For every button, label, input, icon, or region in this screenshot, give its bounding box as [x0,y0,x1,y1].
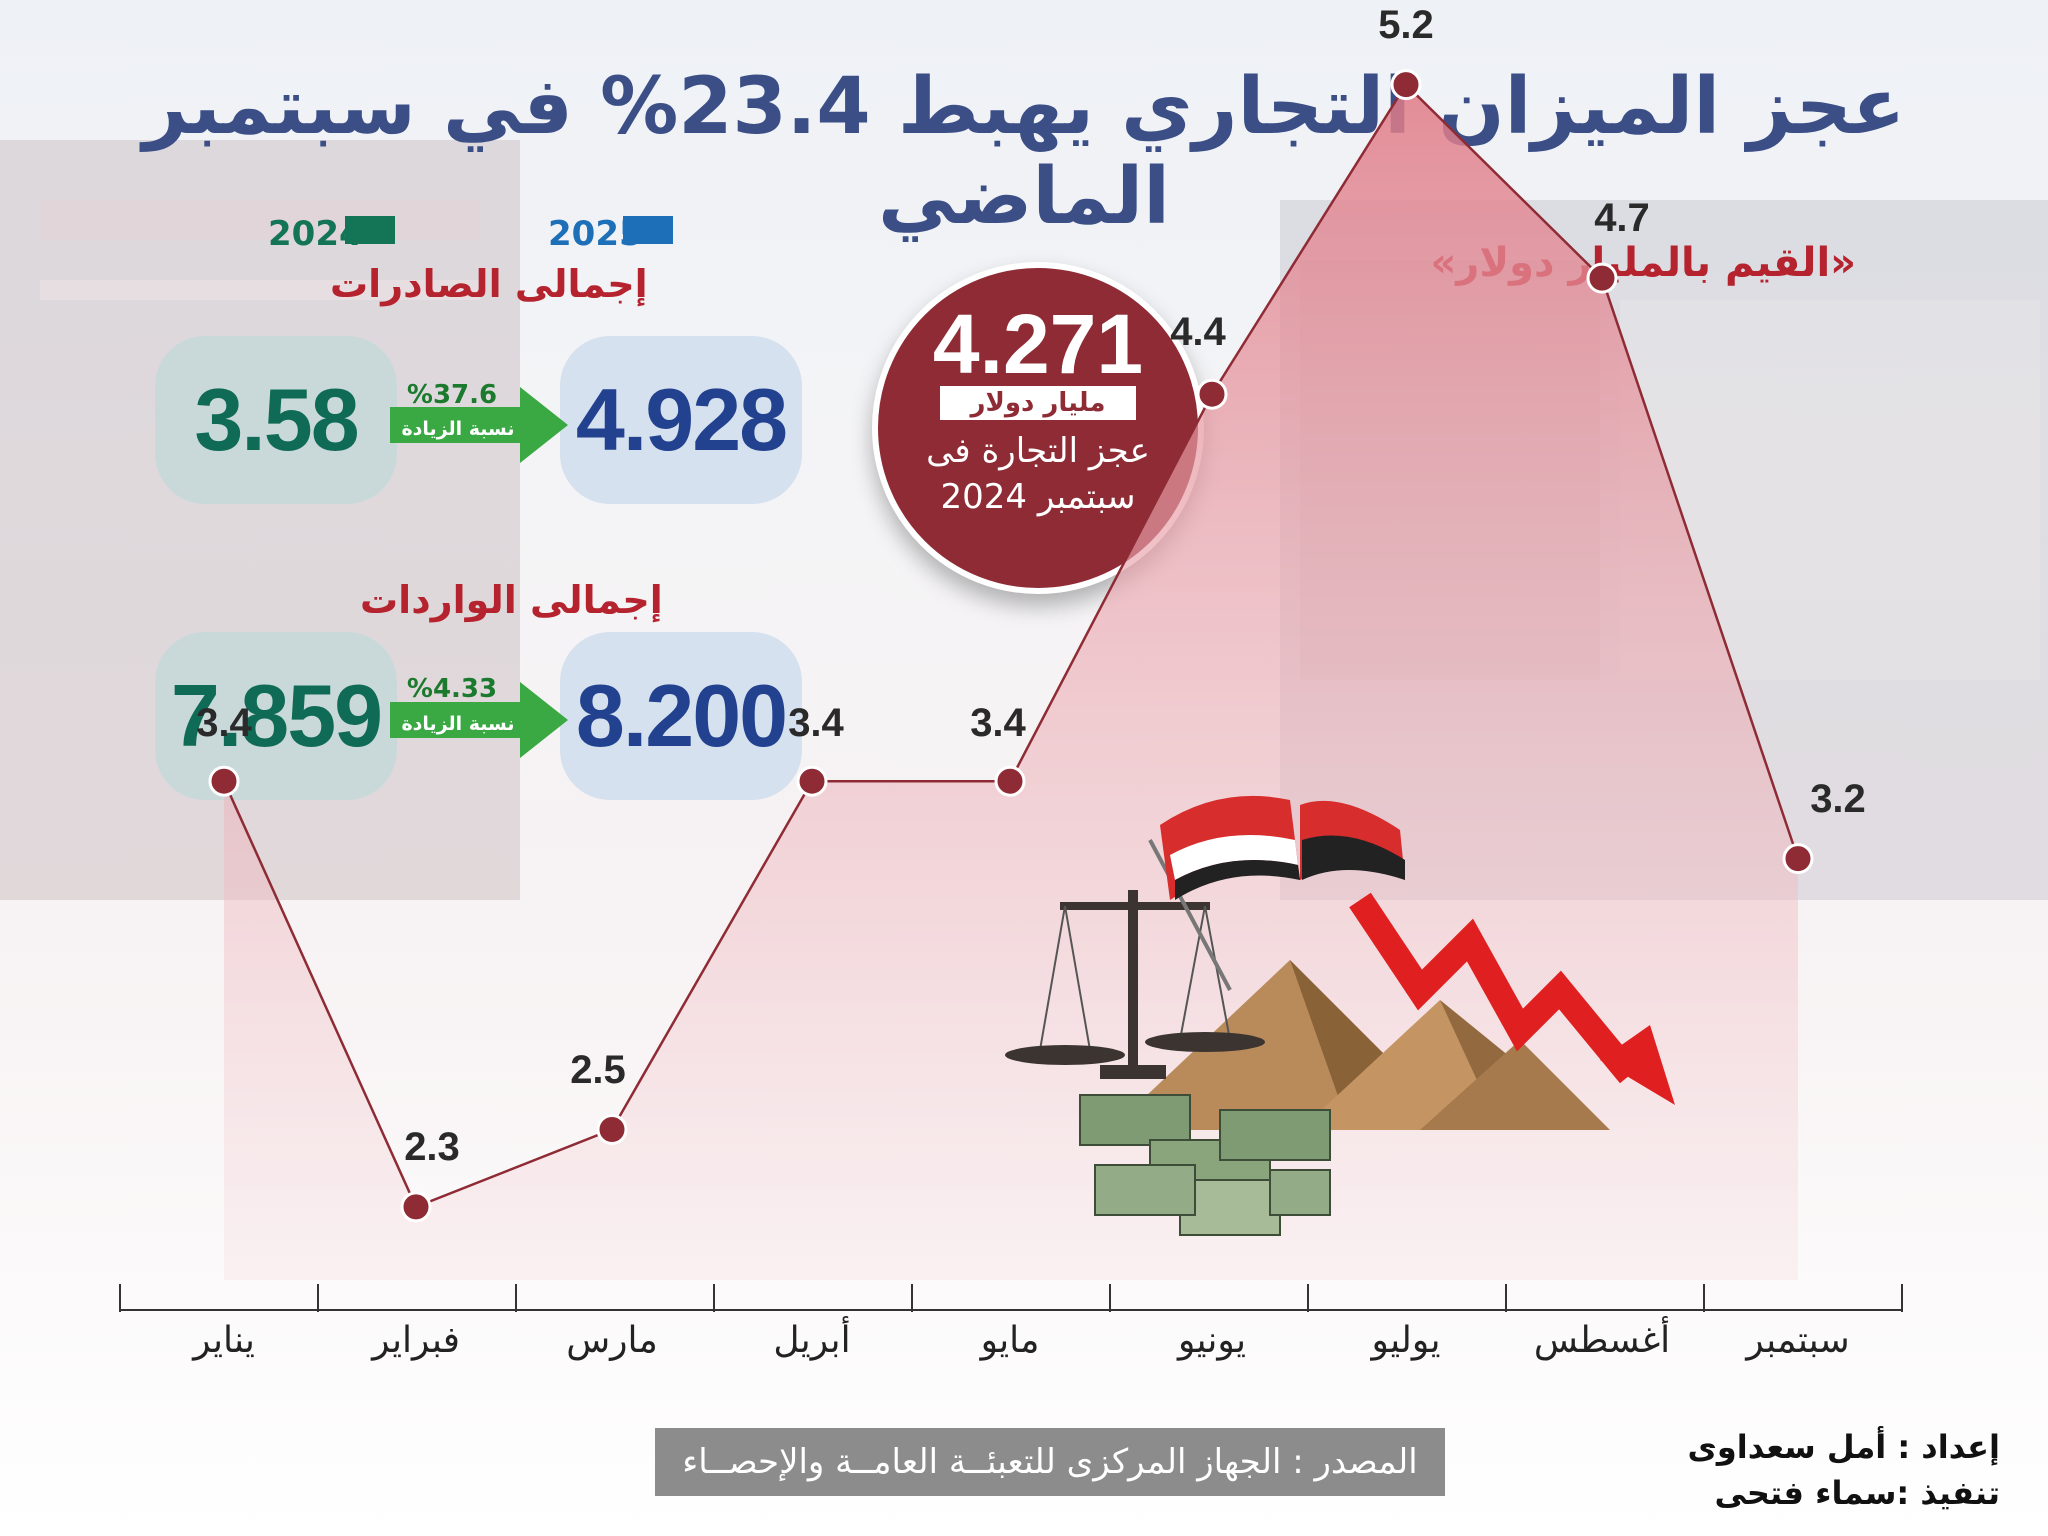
credit-prepared: إعداد : أمل سعداوى [1687,1428,2000,1466]
month-label-2: مارس [566,1320,658,1361]
legend-2024-swatch [345,216,395,244]
imports-2024-value: 7.859 [155,632,397,800]
data-point-2 [596,1114,628,1145]
imports-2025-value: 8.200 [560,632,802,800]
month-label-4: مايو [980,1320,1040,1361]
month-label-7: أغسطس [1533,1320,1671,1361]
month-label-8: سبتمبر [1746,1320,1850,1361]
data-label-0: 3.4 [196,701,252,746]
data-label-1: 2.3 [404,1124,460,1169]
exports-2024-value: 3.58 [155,336,397,504]
data-label-4: 3.4 [970,701,1026,746]
month-label-0: يناير [193,1320,255,1361]
legend-2025-swatch [623,216,673,244]
credit-design: تنفيذ :سماء فتحى [1714,1474,2000,1512]
source-note: المصدر : الجهاز المركزى للتعبئــة العامـ… [655,1428,1445,1496]
month-label-3: أبريل [773,1320,851,1361]
deficit-unit-bar [940,386,1136,420]
deficit-caption-line1: عجز التجارة فى [926,431,1150,471]
data-point-5 [1196,378,1228,410]
data-point-8 [1782,843,1814,875]
imports-title: إجمالى الواردات [360,578,663,622]
illustration-flag-pyramids-money [1005,795,1675,1236]
month-label-1: فبراير [372,1320,460,1361]
data-label-3: 3.4 [788,701,844,746]
month-label-6: يوليو [1371,1320,1441,1361]
deficit-value: 4.271 [932,297,1144,391]
imports-increase-pct: %4.33 [406,674,498,704]
data-point-1 [400,1191,432,1223]
deficit-unit: مليار دولار [970,388,1106,418]
exports-increase-label: نسبة الزيادة [401,418,515,440]
data-label-5: 4.4 [1170,310,1226,355]
data-point-7 [1586,262,1618,294]
deficit-sep-2024-badge: 4.271 مليار دولار عجز التجارة فى سبتمبر … [872,262,1204,594]
deficit-caption: عجز التجارة فى سبتمبر 2024 [898,428,1178,520]
exports-increase-arrow [390,387,568,463]
data-label-8: 3.2 [1810,776,1866,821]
data-label-2: 2.5 [570,1047,626,1092]
imports-increase-arrow [390,682,568,758]
data-point-3 [796,765,828,797]
exports-2025-value: 4.928 [560,336,802,504]
data-point-4 [994,765,1026,797]
data-point-6 [1390,69,1422,101]
data-point-0 [208,765,240,797]
x-axis-ticks [119,1284,1903,1312]
chart-points [208,69,1814,1223]
imports-increase-label: نسبة الزيادة [401,713,515,735]
exports-increase-pct: %37.6 [406,380,498,410]
data-label-7: 4.7 [1594,196,1650,241]
exports-title: إجمالى الصادرات [330,262,648,306]
data-label-6: 5.2 [1378,2,1434,47]
month-label-5: يونيو [1177,1320,1247,1361]
deficit-caption-line2: سبتمبر 2024 [940,477,1136,517]
